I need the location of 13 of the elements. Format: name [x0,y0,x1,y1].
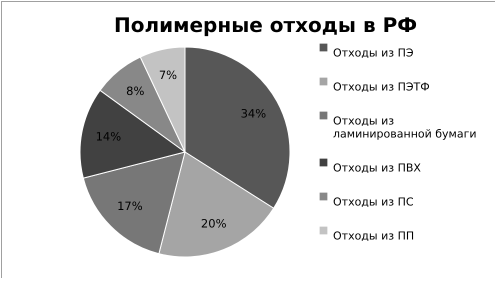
chart-title: Полимерные отходы в РФ [114,13,418,37]
legend-label: Отходы из ПЭ [333,46,414,60]
data-label: 20% [200,216,227,231]
legend-label: Отходы из ПЭТФ [333,80,430,94]
data-label: 7% [158,68,178,82]
data-label: 8% [126,84,144,98]
data-label: 34% [240,106,266,120]
data-label: 14% [96,129,122,144]
data-label: 17% [117,199,143,214]
legend-label: Отходы из ламинированной бумаги [333,114,477,140]
legend-label: Отходы из ПВХ [333,162,422,174]
legend-label: Отходы из ПС [333,196,414,208]
legend-label: Отходы из ПП [333,230,414,242]
